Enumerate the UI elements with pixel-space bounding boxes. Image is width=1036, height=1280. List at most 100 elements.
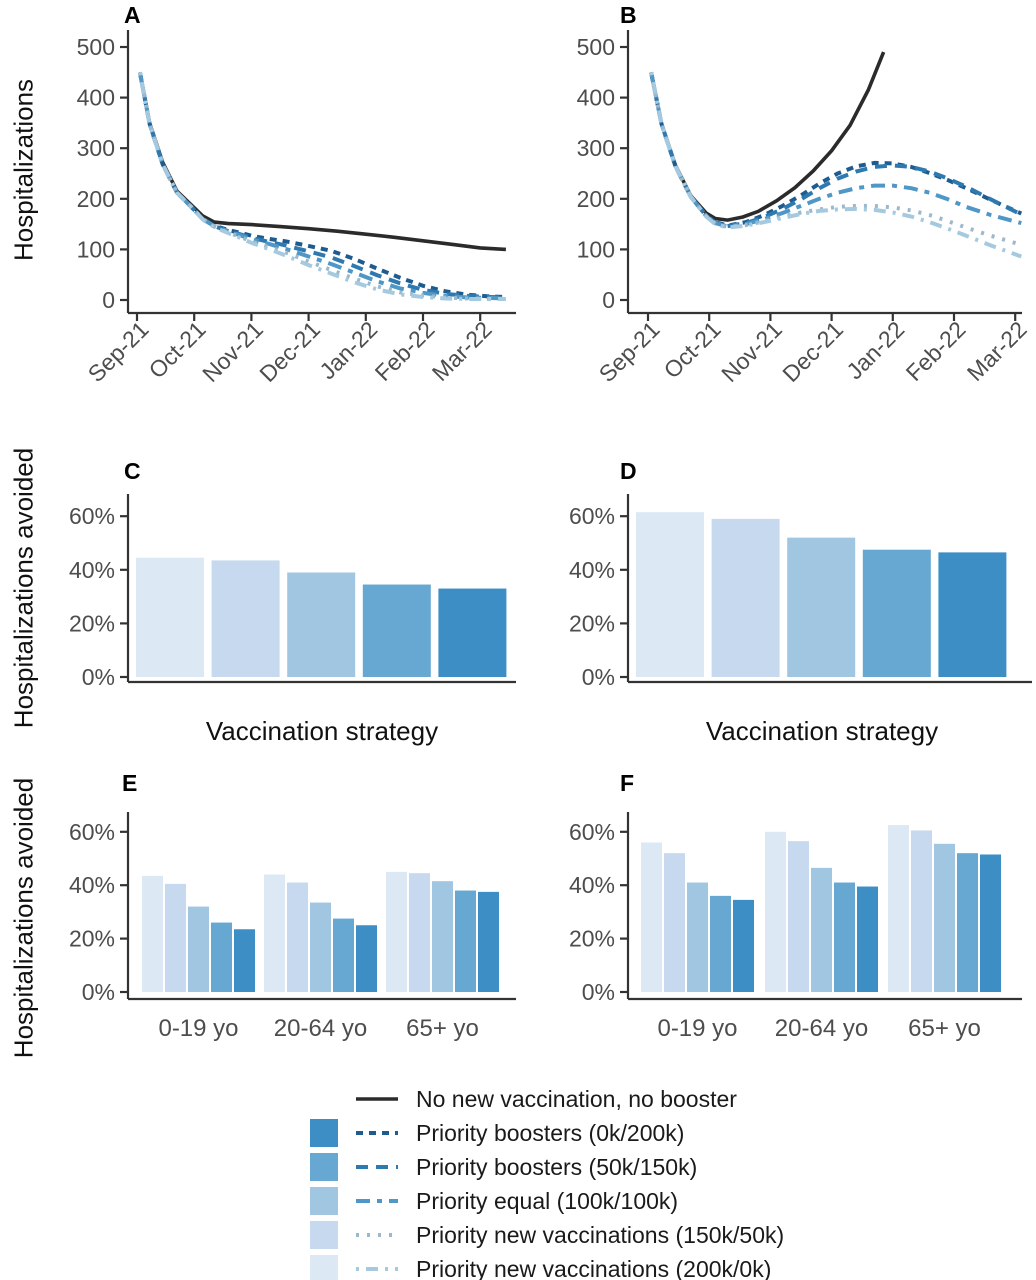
bar-boost200-0 (234, 929, 255, 992)
legend-item-boost150: Priority boosters (50k/150k) (310, 1150, 784, 1184)
legend-line-sample-newvax200 (356, 1267, 398, 1271)
bar-boost200-1 (857, 886, 878, 992)
legend-color-swatch-equal (310, 1187, 338, 1215)
y-tick-label: 40% (69, 557, 115, 583)
x-tick-label-month: Oct-21 (659, 316, 726, 383)
x-tick-label-month: Dec-21 (254, 316, 325, 387)
y-tick-label: 0 (602, 287, 615, 313)
y-tick-label: 0% (82, 979, 115, 1005)
y-tick-label: 20% (569, 610, 615, 636)
x-tick-label-month: Nov-21 (197, 316, 268, 387)
series-line-equal (137, 71, 506, 301)
legend-label-none: No new vaccination, no booster (416, 1085, 737, 1112)
bar-boost200-1 (356, 925, 377, 992)
bar-newvax150 (211, 560, 280, 677)
series-line-newvax150 (649, 71, 1022, 247)
legend-item-boost200: Priority boosters (0k/200k) (310, 1116, 784, 1150)
y-tick-label: 100 (577, 236, 615, 262)
legend: No new vaccination, no booster Priority b… (310, 1082, 784, 1280)
series-line-none (138, 71, 507, 252)
y-tick-label: 20% (69, 610, 115, 636)
y-tick-label: 0% (582, 664, 615, 690)
legend-label-equal: Priority equal (100k/100k) (416, 1187, 679, 1214)
legend-line-sample-equal (356, 1199, 398, 1203)
x-category-label: 65+ yo (908, 1015, 981, 1042)
legend-line-sample-boost150 (356, 1165, 398, 1169)
bar-boost200 (438, 588, 507, 677)
x-tick-label-month: Sep-21 (594, 316, 665, 387)
x-tick-label-month: Feb-22 (370, 316, 440, 386)
legend-color-swatch-boost150 (310, 1153, 338, 1181)
bar-newvax200 (136, 557, 204, 677)
panel-A-line-chart: 0100200300400500Sep-21Oct-21Nov-21Dec-21… (77, 30, 516, 387)
bar-newvax150-2 (409, 873, 430, 992)
bar-newvax200-2 (386, 871, 407, 992)
bar-boost200-2 (980, 854, 1001, 992)
bar-boost150-2 (455, 890, 476, 992)
x-axis-title-vaccination-strategy-C: Vaccination strategy (205, 716, 439, 746)
y-tick-label: 200 (577, 186, 615, 212)
legend-color-swatch-boost200 (310, 1119, 338, 1147)
legend-label-newvax200: Priority new vaccinations (200k/0k) (416, 1255, 772, 1280)
x-category-label: 65+ yo (406, 1015, 479, 1042)
series-line-newvax150 (137, 71, 506, 301)
x-axis-title-vaccination-strategy-D: Vaccination strategy (705, 716, 939, 746)
bar-boost200-0 (733, 899, 754, 992)
x-tick-label-month: Mar-22 (962, 316, 1032, 386)
bar-newvax200-2 (888, 825, 909, 992)
legend-color-swatch-newvax200 (310, 1255, 338, 1280)
panel-letter-C: C (124, 458, 141, 484)
bar-boost150 (862, 549, 931, 677)
legend-line-cell (354, 1187, 400, 1215)
y-tick-label: 20% (69, 926, 115, 952)
bar-newvax150-2 (911, 830, 932, 992)
bar-newvax200-0 (641, 842, 662, 992)
x-category-label: 0-19 yo (158, 1015, 238, 1042)
y-tick-label: 60% (569, 503, 615, 529)
y-tick-label: 200 (77, 186, 115, 212)
bar-boost200 (938, 552, 1007, 677)
y-tick-label: 0% (582, 979, 615, 1005)
x-tick-label-month: Mar-22 (427, 316, 497, 386)
bar-boost150-0 (710, 895, 731, 992)
x-category-label: 20-64 yo (775, 1015, 868, 1042)
series-line-newvax200 (649, 71, 1022, 259)
legend-swatch-cell (310, 1221, 340, 1249)
legend-item-equal: Priority equal (100k/100k) (310, 1184, 784, 1218)
x-tick-label-month: Nov-21 (716, 316, 787, 387)
y-tick-label: 60% (569, 819, 615, 845)
bar-newvax150-0 (664, 853, 685, 992)
panel-letter-F: F (620, 770, 635, 796)
bar-equal-0 (188, 906, 209, 992)
panel-E-grouped-bar-chart: 0% 20% 40% 60% 0-19 yo 20-64 yo 65+ yo (69, 812, 516, 1042)
y-tick-label: 400 (577, 85, 615, 111)
y-tick-label: 40% (69, 872, 115, 898)
bar-boost150-0 (211, 922, 232, 992)
bar-newvax200 (636, 512, 704, 677)
y-tick-label: 400 (77, 85, 115, 111)
bar-newvax150 (711, 518, 780, 677)
legend-item-none: No new vaccination, no booster (310, 1082, 784, 1116)
legend-line-cell (354, 1221, 400, 1249)
legend-swatch-cell (310, 1255, 340, 1280)
bar-equal (787, 537, 856, 677)
bar-newvax150-1 (788, 841, 809, 992)
y-tick-label: 300 (77, 135, 115, 161)
legend-line-cell (354, 1119, 400, 1147)
y-tick-label: 40% (569, 872, 615, 898)
series-line-none (649, 51, 886, 222)
legend-item-newvax200: Priority new vaccinations (200k/0k) (310, 1252, 784, 1280)
legend-swatch-cell (310, 1153, 340, 1181)
legend-line-cell (354, 1255, 400, 1280)
y-tick-label: 500 (577, 34, 615, 60)
series-line-equal (649, 71, 1022, 229)
panel-F-grouped-bar-chart: 0% 20% 40% 60% 0-19 yo 20-64 yo 65+ yo (569, 812, 1022, 1042)
legend-line-cell (354, 1085, 400, 1113)
legend-item-newvax150: Priority new vaccinations (150k/50k) (310, 1218, 784, 1252)
legend-line-cell (354, 1153, 400, 1181)
legend-swatch-cell (310, 1085, 340, 1113)
legend-label-boost200: Priority boosters (0k/200k) (416, 1119, 685, 1146)
bar-newvax200-1 (765, 831, 786, 992)
legend-swatch-cell (310, 1119, 340, 1147)
